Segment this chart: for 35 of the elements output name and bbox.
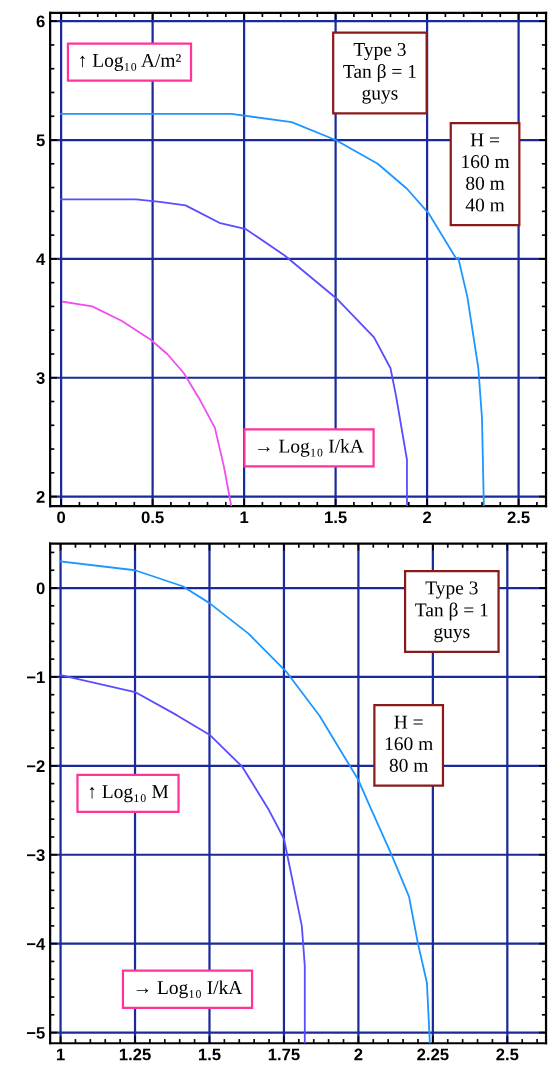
y-tick-label: 0 <box>36 582 45 595</box>
x-tick-label: 2 <box>423 511 432 524</box>
x-axis-title: → Log₁₀ I/kA <box>136 980 243 999</box>
line-series <box>59 674 306 1044</box>
y-tick-label: 6 <box>36 15 45 28</box>
y-tick-label: 3 <box>36 372 45 384</box>
annotation: Type 3 Tan β = 1 guys <box>415 581 488 643</box>
x-axis-title: → Log₁₀ I/kA <box>258 439 364 457</box>
line-series <box>60 198 408 507</box>
x-tick-label: 0 <box>57 511 66 524</box>
annotation: Type 3 Tan β = 1 guys <box>343 42 416 104</box>
y-tick-label: −4 <box>26 938 46 950</box>
y-tick-label: 4 <box>36 253 46 265</box>
x-tick-label: 2.5 <box>496 1048 519 1061</box>
x-tick-label: 2.5 <box>507 511 530 524</box>
annotation: H = 160 m 80 m <box>385 715 433 772</box>
y-tick-label: −3 <box>26 849 45 861</box>
x-tick-label: 1.5 <box>198 1048 221 1061</box>
x-tick-label: 1.75 <box>268 1048 300 1061</box>
x-tick-label: 0.5 <box>141 511 164 524</box>
x-tick-label: 1 <box>56 1048 65 1061</box>
y-axis-title: ↑ Log₁₀ M <box>89 785 169 803</box>
y-tick-label: −5 <box>26 1027 45 1039</box>
x-tick-label: 1.25 <box>119 1048 151 1061</box>
x-tick-label: 2 <box>354 1048 363 1061</box>
y-axis-title: ↑ Log₁₀ A/m² <box>80 53 181 71</box>
line-series <box>62 300 233 507</box>
x-tick-label: 1.5 <box>325 511 347 524</box>
x-tick-label: 1 <box>240 511 249 524</box>
x-tick-label: 2.25 <box>417 1048 449 1061</box>
y-tick-label: −2 <box>26 760 45 772</box>
y-tick-label: −1 <box>26 671 45 683</box>
y-tick-label: 2 <box>36 491 45 503</box>
annotation: H = 160 m 80 m 40 m <box>462 133 510 212</box>
y-tick-label: 5 <box>36 134 45 147</box>
